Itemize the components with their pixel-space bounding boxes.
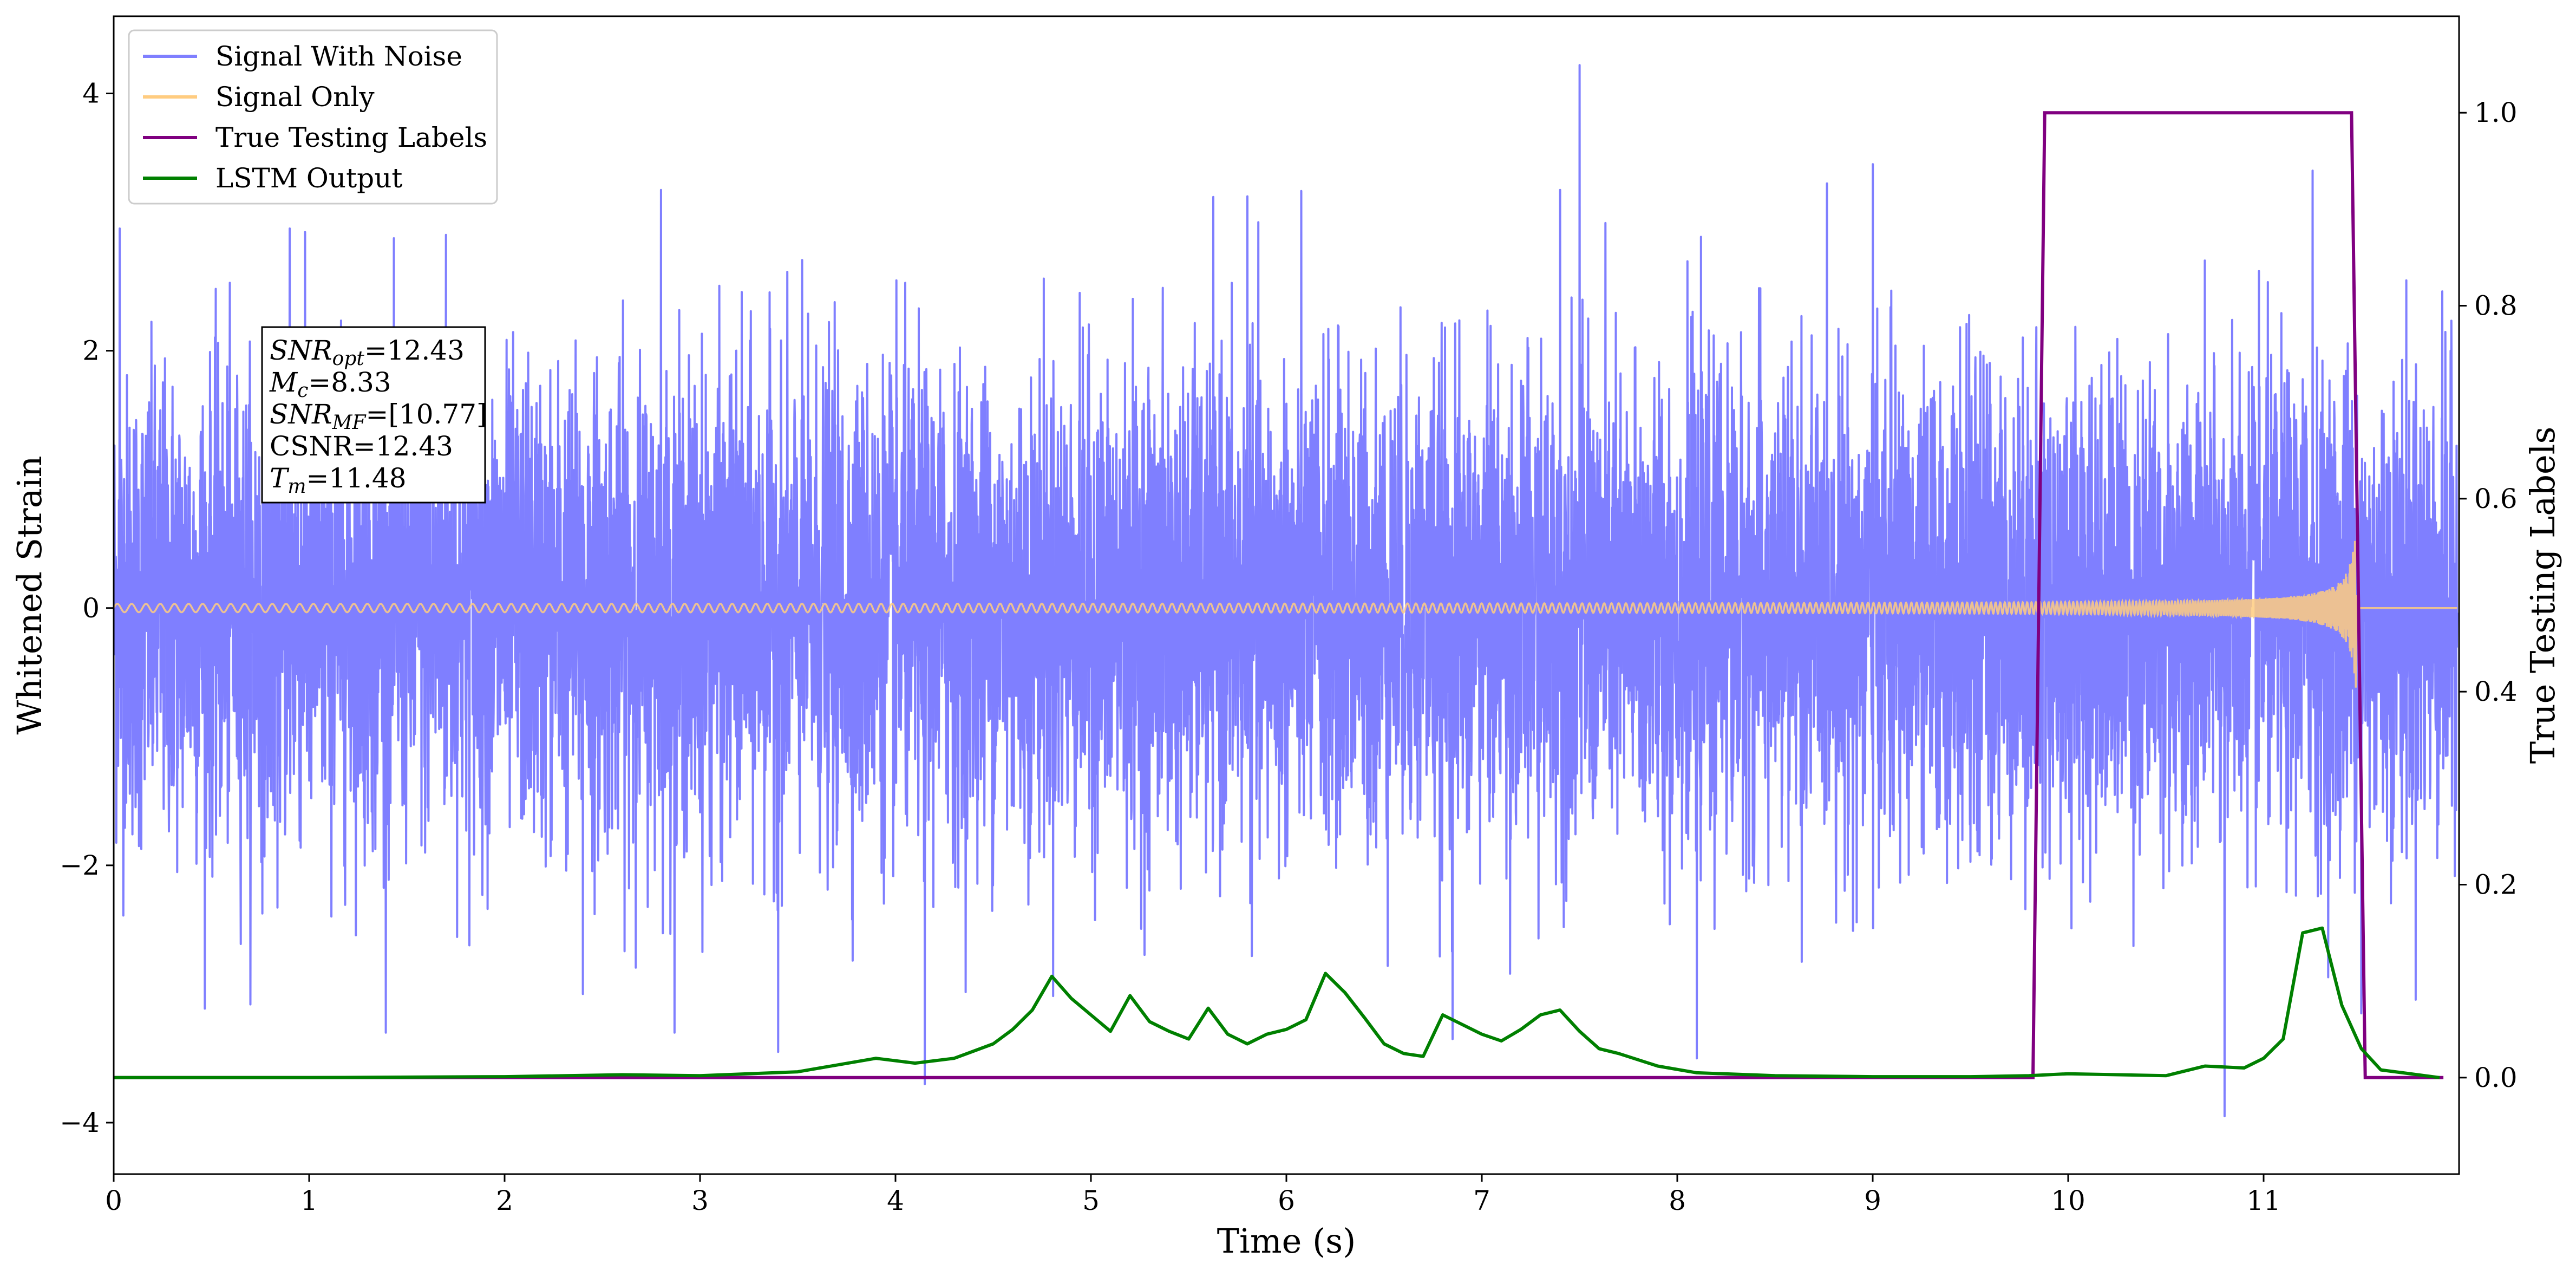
y-tick-label: 0 <box>82 592 100 624</box>
annotation-subscript: m <box>287 475 306 498</box>
annotation-line: Mc=8.33 <box>269 367 391 402</box>
legend-label: True Testing Labels <box>215 122 487 153</box>
annotation-symbol: SNR <box>270 335 332 366</box>
annotation-frame <box>261 326 486 504</box>
y-tick-label: 4 <box>82 78 100 109</box>
y-axis-label: Whitened Strain <box>10 456 49 735</box>
y-tick-label: 2 <box>82 335 100 367</box>
legend-label: Signal With Noise <box>215 41 462 72</box>
series-true-testing-labels <box>114 111 2444 1079</box>
signal-with-noise-line <box>114 64 2459 1118</box>
legend-label: Signal Only <box>215 81 375 113</box>
x-axis: 0 1 2 3 4 5 6 7 8 9 10 11 <box>105 1174 2281 1216</box>
y-right-tick-label: 0.8 <box>2474 290 2518 322</box>
annotation-line: CSNR=12.43 <box>270 431 453 462</box>
lstm-output-line <box>114 926 2440 1079</box>
y-axis-right-label: True Testing Labels <box>2523 427 2562 764</box>
annotation-subscript: opt <box>332 348 365 370</box>
y-right-tick-label: 0.6 <box>2474 483 2518 514</box>
x-tick-label: 11 <box>2246 1185 2281 1216</box>
y-right-tick-label: 0.4 <box>2474 676 2518 707</box>
signal-only-line <box>114 540 2457 688</box>
y-right-tick-label: 0.2 <box>2474 869 2518 901</box>
series-signal-only <box>114 540 2457 688</box>
x-axis-label: Time (s) <box>1217 1221 1356 1261</box>
annotation-value: =11.48 <box>306 462 407 494</box>
x-tick-label: 6 <box>1278 1185 1295 1216</box>
annotation-symbol: T <box>270 462 290 494</box>
true-testing-labels-line <box>114 111 2444 1079</box>
series-lstm-output <box>114 926 2440 1079</box>
annotation-value: =12.43 <box>364 335 465 366</box>
annotation-line: Tm=11.48 <box>270 462 407 498</box>
annotation-subscript: c <box>297 380 308 402</box>
annotation-symbol: M <box>269 367 298 398</box>
legend-label: LSTM Output <box>215 162 402 194</box>
x-tick-label: 7 <box>1473 1185 1490 1216</box>
y-axis-left: −4 −2 0 2 4 <box>60 78 114 1138</box>
annotation-subscript: MF <box>332 412 367 434</box>
y-right-tick-label: 0.0 <box>2474 1062 2518 1093</box>
annotation-line: SNRMF=[10.77] <box>270 399 487 434</box>
annotation-box: SNRopt=12.43Mc=8.33SNRMF=[10.77]CSNR=12.… <box>261 326 487 504</box>
x-tick-label: 0 <box>105 1185 122 1216</box>
x-tick-label: 5 <box>1082 1185 1100 1216</box>
y-tick-label: −4 <box>60 1107 100 1138</box>
x-tick-label: 10 <box>2051 1185 2085 1216</box>
x-tick-label: 9 <box>1864 1185 1881 1216</box>
x-tick-label: 4 <box>887 1185 904 1216</box>
annotation-line: SNRopt=12.43 <box>270 335 465 370</box>
x-tick-label: 8 <box>1669 1185 1686 1216</box>
legend: Signal With Noise Signal Only True Testing… <box>128 29 498 205</box>
y-right-tick-label: 1.0 <box>2474 97 2518 128</box>
series-signal-with-noise <box>114 64 2459 1118</box>
x-tick-label: 2 <box>496 1185 513 1216</box>
annotation-value: =[10.77] <box>366 399 487 430</box>
annotation-symbol: SNR <box>270 399 332 430</box>
x-tick-label: 3 <box>691 1185 709 1216</box>
y-tick-label: −2 <box>60 850 100 881</box>
y-axis-right: 0.0 0.2 0.4 0.6 0.8 1.0 <box>2459 97 2518 1093</box>
annotation-value: =8.33 <box>308 367 391 398</box>
x-tick-label: 1 <box>300 1185 318 1216</box>
legend-frame <box>128 29 498 205</box>
